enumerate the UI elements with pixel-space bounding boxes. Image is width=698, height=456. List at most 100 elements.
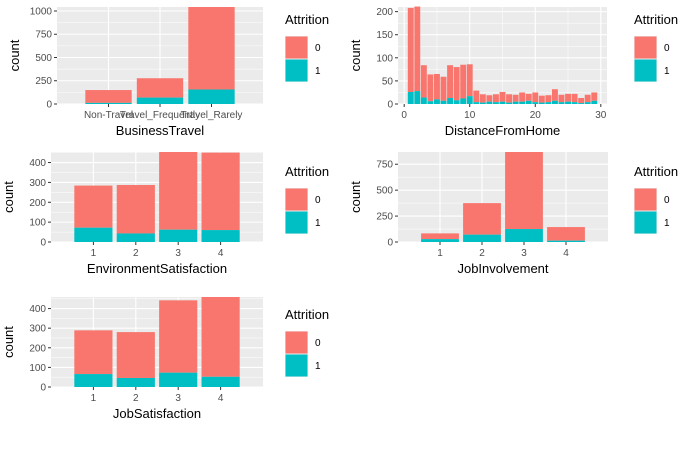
x-tick-label: Travel_Rarely (181, 110, 243, 121)
bar-attrition-0-29 (591, 92, 598, 101)
bar-attrition-1-14 (492, 102, 499, 104)
bar-attrition-0-28 (584, 94, 591, 103)
bar-attrition-1-5 (434, 99, 440, 104)
y-tick-label: 0 (40, 238, 46, 249)
bar-attrition-1-3 (159, 229, 198, 242)
panel-businesstravel: 0 250 500 750 1000 Non-TravelTravel_Frequentl… (7, 6, 329, 138)
bar-attrition-1-1 (407, 91, 414, 104)
y-tick-label: 500 (35, 53, 52, 64)
legend-label-1: 1 (664, 218, 670, 229)
y-tick-label: 0 (387, 100, 393, 111)
y-tick-label: 300 (29, 324, 46, 335)
bar-attrition-0-2 (116, 332, 155, 378)
bar-attrition-1-24 (558, 102, 565, 104)
bar-attrition-0-25 (565, 93, 571, 102)
bar-attrition-1-23 (551, 100, 558, 104)
legend: Attrition 0 1 (285, 12, 329, 82)
x-tick-label: 4 (218, 393, 224, 404)
y-tick-label: 200 (29, 198, 46, 209)
legend-key-1 (285, 211, 308, 234)
bar-attrition-0-4 (547, 227, 585, 241)
y-tick-label: 500 (376, 186, 393, 197)
legend-key-1 (285, 59, 308, 82)
bar-attrition-0-5 (434, 73, 440, 100)
y-tick-label: 50 (382, 76, 394, 87)
legend: Attrition 0 1 (634, 12, 678, 82)
bar-attrition-1-3 (420, 97, 427, 104)
legend-key-1 (285, 354, 308, 377)
bar-attrition-1-2 (116, 233, 155, 242)
bar-attrition-0-12 (479, 94, 486, 103)
bar-attrition-1-25 (565, 101, 571, 104)
y-axis-title: count (348, 181, 363, 213)
bar-attrition-1-27 (578, 103, 585, 104)
bar-attrition-0-18 (519, 92, 526, 102)
y-tick-label: 1000 (30, 6, 53, 17)
bar-attrition-1-1 (74, 374, 113, 387)
bar-attrition-0-2 (116, 184, 155, 234)
bar-attrition-1-2 (414, 91, 421, 104)
bar-attrition-0-Non-Travel (85, 90, 132, 103)
legend-label-0: 0 (664, 43, 670, 54)
bar-attrition-0-2 (414, 6, 421, 92)
legend-label-1: 1 (315, 66, 321, 77)
bar-attrition-1-7 (447, 97, 454, 104)
y-tick-label: 750 (35, 30, 52, 41)
x-tick-label: 1 (91, 393, 97, 404)
bar-attrition-1-16 (506, 102, 513, 104)
legend-label-0: 0 (315, 338, 321, 349)
x-tick-label: 20 (530, 110, 542, 121)
x-tick-label: 2 (133, 393, 139, 404)
x-tick-label: 1 (437, 248, 443, 259)
bar-attrition-0-21 (538, 95, 545, 103)
bar-attrition-1-4 (201, 230, 240, 242)
y-tick-label: 100 (29, 363, 46, 374)
panel-background (398, 152, 608, 242)
bar-attrition-1-29 (591, 100, 598, 104)
bar-attrition-1-11 (473, 102, 480, 104)
bar-attrition-1-8 (453, 100, 460, 104)
bar-attrition-0-17 (512, 94, 519, 102)
legend: Attrition 0 1 (285, 307, 329, 377)
bar-attrition-0-4 (201, 297, 240, 377)
bar-attrition-1-21 (538, 102, 545, 104)
bar-attrition-0-19 (525, 93, 532, 101)
bar-attrition-1-Non-Travel (85, 102, 132, 104)
legend-key-0 (285, 36, 308, 59)
y-tick-label: 250 (376, 212, 393, 223)
bar-attrition-0-15 (499, 91, 506, 102)
x-axis-title: DistanceFromHome (445, 123, 561, 138)
x-axis-title: JobSatisfaction (113, 406, 201, 421)
y-tick-label: 250 (35, 76, 52, 87)
bar-attrition-0-Travel_Rarely (188, 7, 235, 90)
bar-attrition-1-20 (532, 102, 539, 104)
bar-attrition-1-18 (519, 101, 526, 104)
x-tick-label: 30 (595, 110, 607, 121)
bar-attrition-0-3 (159, 152, 198, 230)
bar-attrition-0-16 (506, 94, 513, 103)
bar-attrition-1-1 (74, 227, 113, 242)
legend-label-1: 1 (664, 66, 670, 77)
legend-key-0 (285, 188, 308, 211)
bar-attrition-1-26 (571, 102, 578, 104)
bar-attrition-0-26 (571, 93, 578, 103)
x-tick-label: 0 (401, 110, 407, 121)
y-tick-label: 400 (29, 158, 46, 169)
bar-attrition-1-9 (460, 98, 467, 104)
bar-attrition-1-17 (512, 101, 519, 104)
bar-attrition-0-4 (427, 74, 434, 102)
y-axis-title: count (1, 326, 16, 358)
bar-attrition-1-Travel_Rarely (188, 89, 235, 104)
bar-attrition-0-23 (551, 89, 558, 101)
y-tick-label: 200 (29, 343, 46, 354)
bar-attrition-0-6 (440, 76, 447, 101)
bar-attrition-0-24 (558, 94, 565, 103)
legend-title: Attrition (634, 12, 678, 27)
y-tick-label: 0 (40, 383, 46, 394)
panel-environmentsatisfaction: 0 100 200 300 400 1 2 3 4 EnvironmentSatisfaction… (1, 152, 329, 276)
bar-attrition-0-13 (486, 95, 493, 102)
bar-attrition-0-1 (74, 330, 113, 375)
x-tick-label: Travel_Frequently (120, 110, 200, 121)
legend-label-1: 1 (315, 361, 321, 372)
